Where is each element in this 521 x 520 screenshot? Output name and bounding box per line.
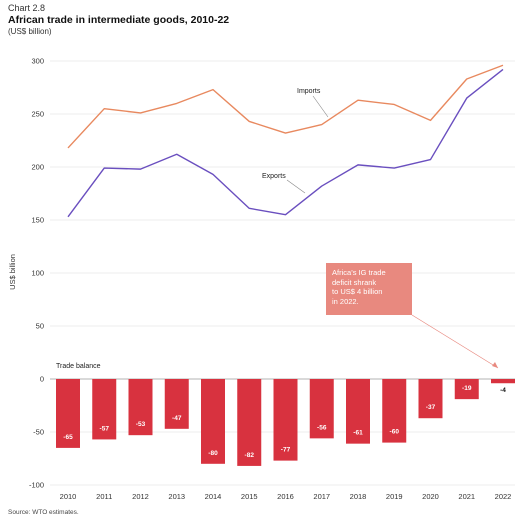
bar	[201, 379, 225, 464]
y-axis-label: US$ billion	[8, 254, 17, 290]
x-tick-label: 2020	[422, 492, 439, 501]
imports-line	[67, 64, 504, 149]
bar-value-label: -37	[426, 404, 436, 411]
chart-subtitle: (US$ billion)	[8, 27, 52, 36]
bar	[418, 379, 443, 419]
annotation-line: to US$ 4 billion	[332, 287, 383, 296]
y-tick-label: 50	[36, 322, 44, 331]
annotation-callout: Africa’s IG trade deficit shrank to US$ …	[326, 263, 412, 315]
y-tick-label: 100	[31, 269, 44, 278]
x-tick-label: 2013	[168, 492, 185, 501]
bar-value-label: -80	[208, 450, 218, 457]
bar-value-label: -53	[136, 421, 146, 428]
bar	[382, 379, 407, 443]
annotation-line: in 2022.	[332, 296, 359, 306]
exports-series-label: Exports	[262, 173, 286, 180]
bar	[237, 379, 262, 466]
bar-value-label: -56	[317, 424, 327, 431]
exports-line	[67, 68, 504, 218]
bar-value-label: -47	[172, 415, 182, 422]
bar-value-label: -60	[390, 429, 400, 436]
bar-value-label: -82	[245, 452, 255, 459]
trade-balance-label: Trade balance	[56, 363, 101, 370]
bar-value-label: -61	[353, 430, 363, 437]
x-tick-label: 2017	[313, 492, 330, 501]
bar	[128, 379, 153, 436]
y-tick-label: 200	[31, 163, 44, 172]
y-tick-label: 0	[40, 375, 44, 384]
bar-value-label: -77	[281, 447, 291, 454]
bar	[346, 379, 370, 444]
x-tick-label: 2010	[60, 492, 77, 501]
bar	[56, 379, 80, 448]
y-tick-label: -50	[33, 428, 44, 437]
y-tick-label: 150	[31, 216, 44, 225]
bar-value-label: -65	[63, 434, 73, 441]
imports-leader-line	[312, 95, 329, 118]
bar-value-label: -19	[462, 385, 472, 392]
bar	[491, 379, 515, 384]
x-tick-label: 2011	[96, 492, 112, 501]
imports-series-label: Imports	[297, 88, 321, 95]
x-tick-label: 2019	[386, 492, 403, 501]
bar	[454, 379, 479, 400]
x-tick-label: 2014	[205, 492, 222, 501]
y-tick-label: -100	[29, 481, 44, 490]
x-tick-label: 2012	[132, 492, 149, 501]
x-tick-label: 2022	[495, 492, 512, 501]
chart-title: African trade in intermediate goods, 201…	[8, 14, 230, 26]
x-tick-label: 2018	[350, 492, 367, 501]
annotation-line: deficit shrank	[332, 277, 377, 287]
y-tick-label: 250	[31, 110, 44, 119]
y-tick-label: 300	[31, 57, 44, 66]
callout-arrowhead	[492, 362, 498, 368]
chart-header: Chart 2.8 African trade in intermediate …	[8, 3, 229, 37]
bar	[164, 379, 189, 429]
x-tick-label: 2021	[458, 492, 475, 501]
x-tick-label: 2016	[277, 492, 294, 501]
bar	[92, 379, 117, 440]
callout-arrow	[411, 314, 499, 369]
bar	[273, 379, 298, 461]
bar-value-label: -57	[100, 425, 110, 432]
chart-number: Chart 2.8	[8, 3, 46, 13]
annotation-line: Africa’s IG trade	[332, 268, 386, 277]
bar	[309, 379, 334, 439]
exports-leader-line	[286, 179, 306, 194]
x-tick-label: 2015	[241, 492, 258, 501]
chart-source: Source: WTO estimates.	[8, 509, 79, 516]
bar-value-label: -4	[500, 387, 506, 394]
